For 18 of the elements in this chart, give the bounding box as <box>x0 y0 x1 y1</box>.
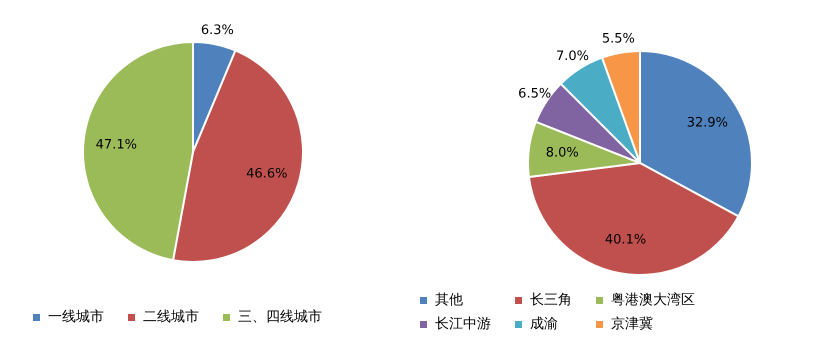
data-label: 7.0% <box>556 49 589 64</box>
data-label: 47.1% <box>96 137 137 152</box>
data-label: 40.1% <box>604 232 646 248</box>
legend-label: 一线城市 <box>48 308 104 326</box>
legend-label: 长三角 <box>530 291 572 309</box>
data-label: 46.6% <box>246 166 288 182</box>
data-label: 6.3% <box>200 22 234 38</box>
legend-label: 京津冀 <box>611 315 653 333</box>
data-label: 32.9% <box>686 115 728 130</box>
legend-label: 三、四线城市 <box>238 308 322 326</box>
data-label: 6.5% <box>518 86 552 102</box>
legend-label: 二线城市 <box>143 308 199 326</box>
data-label: 5.5% <box>602 31 635 46</box>
legend-label: 成渝 <box>530 315 558 333</box>
legend-label: 其他 <box>435 291 463 309</box>
legend-label: 粤港澳大湾区 <box>611 291 695 309</box>
legend-label: 长江中游 <box>435 315 491 333</box>
data-label: 8.0% <box>546 146 579 161</box>
